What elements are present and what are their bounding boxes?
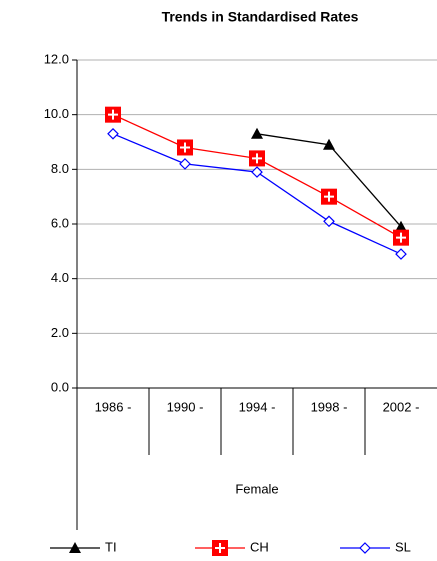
data-point — [179, 158, 191, 170]
marker-shape — [323, 215, 335, 228]
y-tick-label: 12.0 — [44, 51, 69, 66]
marker-plus — [108, 109, 118, 120]
marker-plus — [215, 543, 225, 553]
marker-plus — [180, 142, 190, 153]
data-point — [323, 138, 335, 150]
legend-marker — [212, 540, 228, 556]
data-point — [395, 220, 407, 232]
legend-label: TI — [105, 539, 117, 554]
x-tick-label: 1998 - — [311, 399, 348, 414]
marker-plus — [324, 191, 334, 202]
marker-shape — [179, 158, 191, 170]
y-tick-label: 0.0 — [51, 379, 69, 394]
data-point — [107, 127, 119, 140]
marker-shape — [395, 220, 407, 232]
y-tick-label: 2.0 — [51, 325, 69, 340]
legend-marker — [69, 542, 81, 553]
data-point — [105, 106, 121, 123]
data-point — [395, 248, 407, 260]
marker-shape — [323, 138, 335, 150]
data-point — [251, 127, 263, 139]
y-tick-label: 10.0 — [44, 106, 69, 121]
y-tick-label: 8.0 — [51, 161, 69, 176]
marker-shape — [251, 127, 263, 139]
data-point — [249, 150, 265, 167]
data-point — [177, 139, 193, 156]
x-tick-label: 1986 - — [95, 399, 132, 414]
marker-shape — [359, 542, 371, 554]
data-point — [251, 166, 263, 178]
y-tick-label: 6.0 — [51, 215, 69, 230]
x-tick-label: 1990 - — [167, 399, 204, 414]
chart-title: Trends in Standardised Rates — [162, 9, 359, 25]
legend-label: CH — [250, 539, 269, 554]
marker-shape — [107, 127, 119, 140]
marker-shape — [395, 248, 407, 260]
legend-label: SL — [395, 539, 411, 554]
x-tick-label: 1994 - — [239, 399, 276, 414]
data-point — [321, 188, 337, 205]
marker-shape — [251, 166, 263, 178]
marker-plus — [252, 153, 262, 164]
x-tick-label: 2002 - — [383, 399, 420, 414]
data-point — [323, 215, 335, 228]
legend-marker — [359, 542, 371, 554]
y-tick-label: 4.0 — [51, 270, 69, 285]
marker-plus — [396, 232, 406, 243]
marker-shape — [69, 542, 81, 553]
x-group-label: Female — [235, 481, 278, 496]
data-point — [393, 229, 409, 246]
